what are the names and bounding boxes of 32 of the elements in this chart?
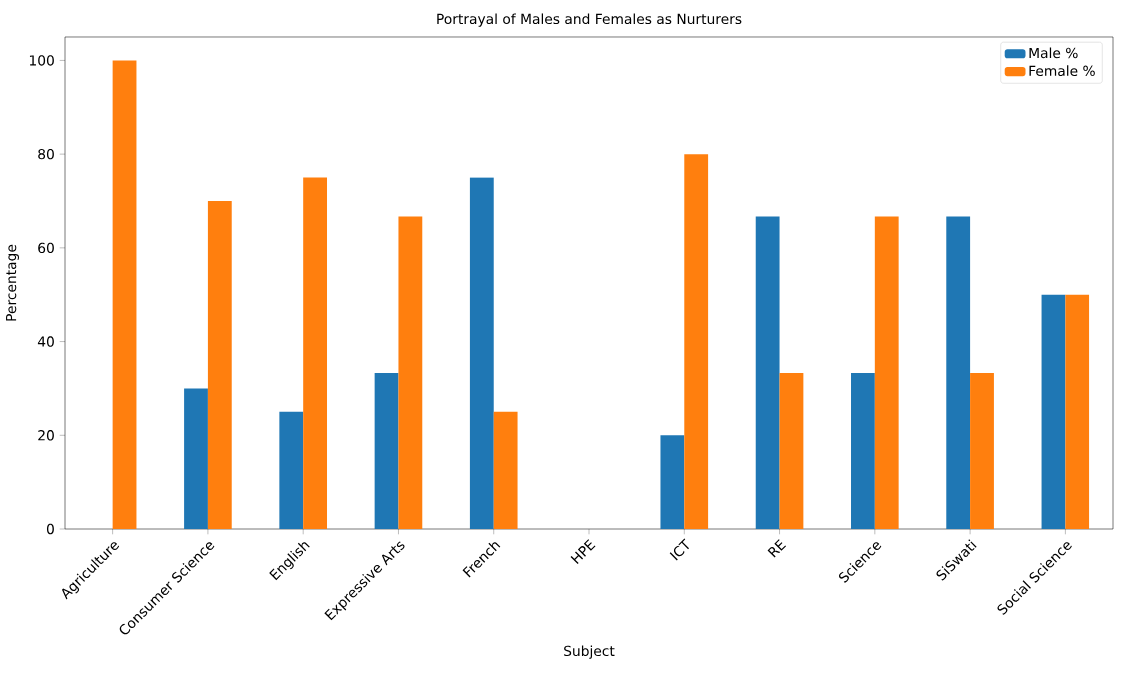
bar — [398, 216, 423, 529]
y-axis-title: Percentage — [6, 244, 19, 321]
y-tick-label: 0 — [46, 523, 54, 535]
x-axis-title: Subject — [564, 645, 615, 659]
chart-title: Portrayal of Males and Females as Nurturers — [437, 13, 742, 27]
bar — [946, 216, 971, 529]
bar — [970, 372, 994, 529]
x-tick-label: RE — [767, 539, 787, 558]
x-tick-label: ICT — [669, 538, 690, 561]
bar — [469, 177, 494, 529]
bar — [660, 435, 685, 529]
y-tick-label: 60 — [38, 242, 54, 254]
bar — [1065, 294, 1090, 529]
bar — [755, 216, 780, 529]
bar — [874, 216, 899, 529]
legend-label: Female % — [1029, 65, 1095, 77]
bar — [851, 372, 875, 529]
bar — [184, 388, 208, 529]
y-tick-label: 40 — [37, 336, 54, 347]
bar — [207, 200, 232, 529]
y-tick-label: 100 — [29, 55, 54, 66]
bar — [303, 177, 328, 529]
bar — [112, 60, 137, 529]
legend-label: Male % — [1029, 47, 1078, 59]
bar — [279, 411, 304, 529]
y-tick-label: 80 — [38, 148, 54, 160]
bar — [779, 372, 804, 529]
bar — [374, 372, 399, 529]
bar — [1041, 294, 1066, 529]
y-tick-label: 20 — [38, 430, 54, 441]
bar — [684, 154, 709, 529]
bar — [493, 411, 518, 529]
